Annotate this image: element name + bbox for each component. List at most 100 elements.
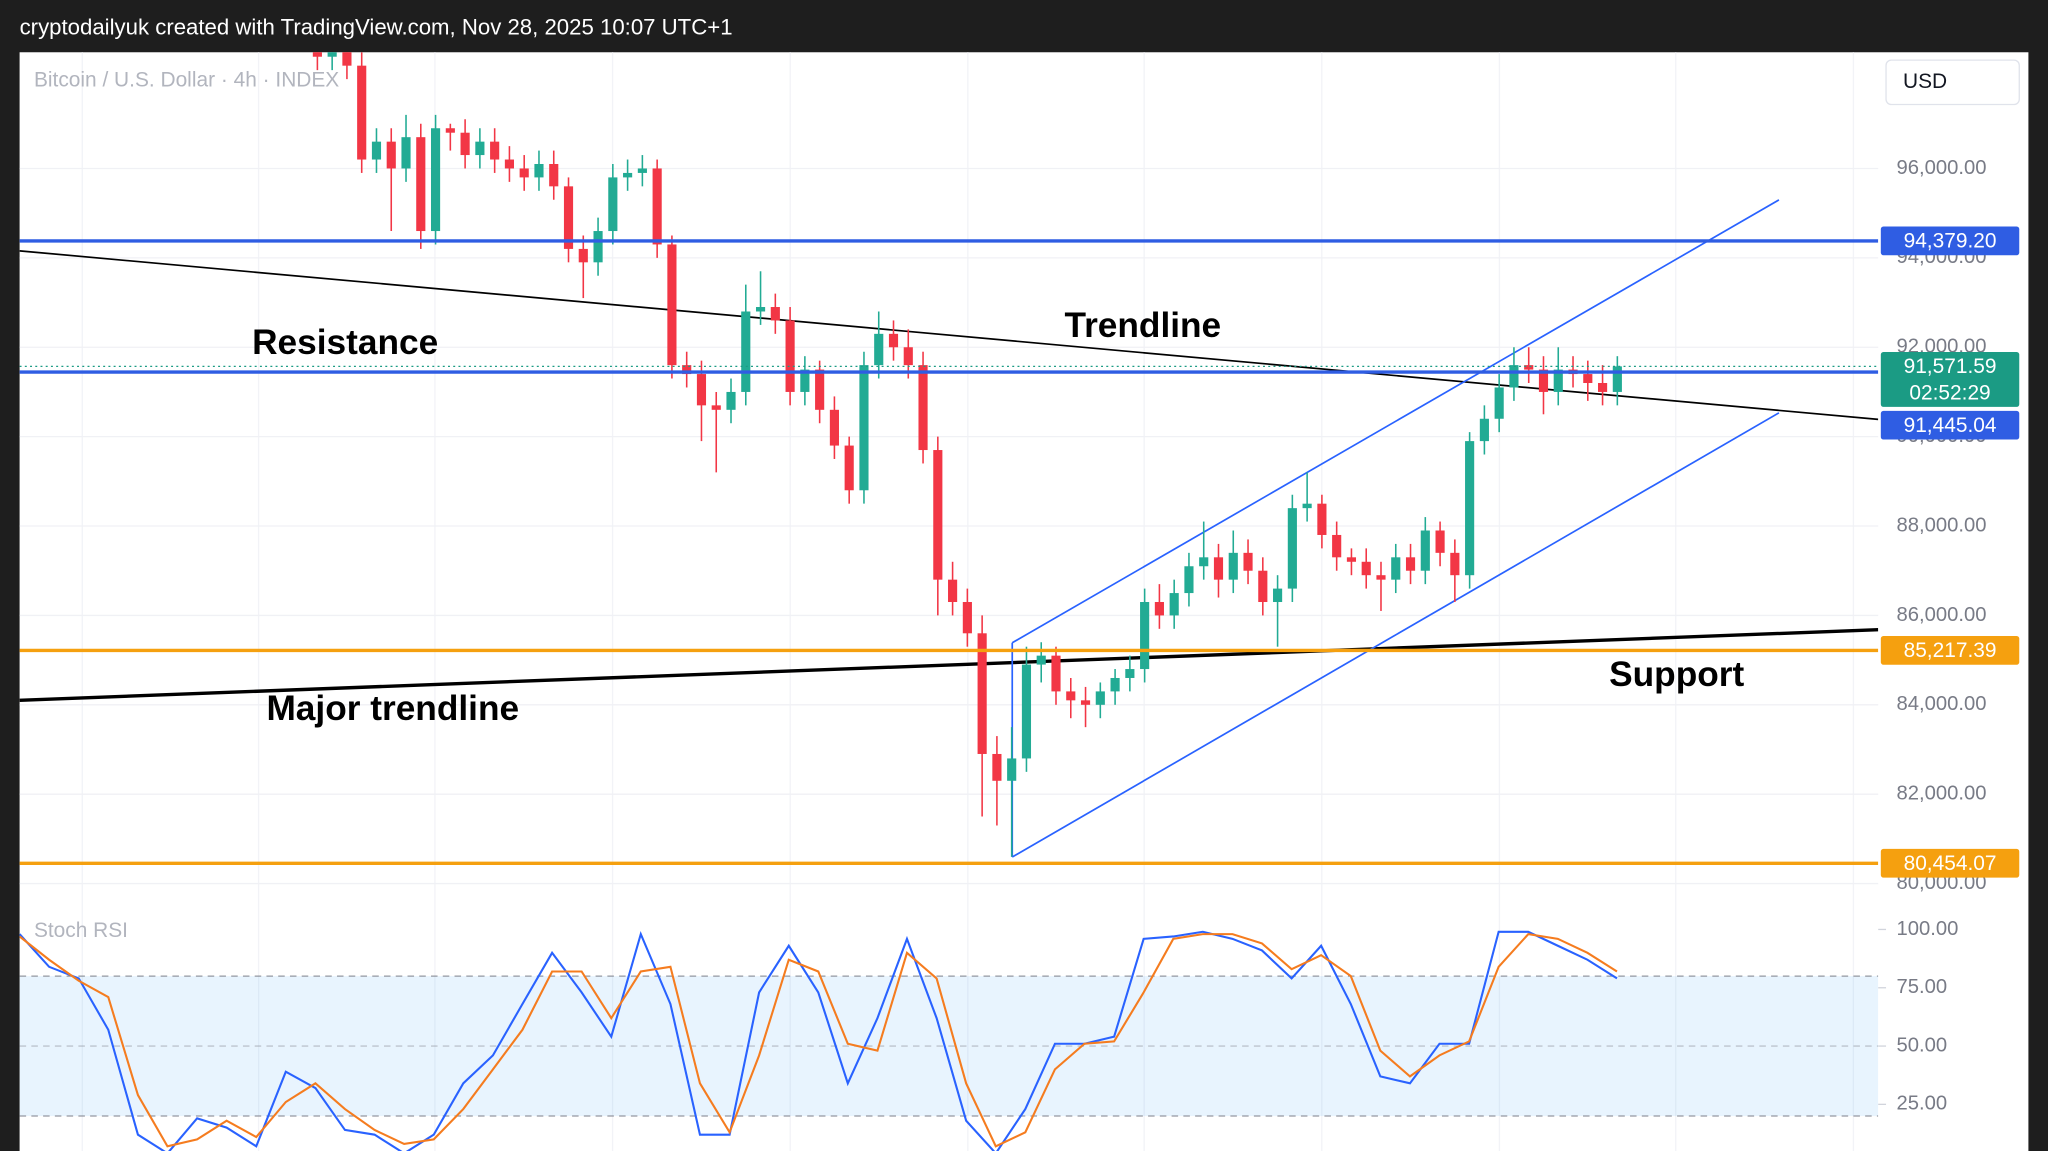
price-pane: [19, 52, 1879, 865]
candle-body: [1110, 677, 1120, 692]
candle-body: [726, 391, 736, 410]
currency-box[interactable]: [1885, 59, 2020, 106]
candle-body: [623, 172, 633, 178]
candle-body: [593, 231, 603, 263]
candle-body: [667, 244, 677, 366]
stoch-tick-label: 50.00: [1896, 1034, 1947, 1056]
candle-body: [519, 168, 529, 178]
candle-body: [1332, 534, 1342, 558]
candle-body: [711, 405, 721, 410]
candle-body: [1095, 691, 1105, 705]
candle-body: [682, 365, 692, 375]
candle-body: [475, 141, 485, 156]
candle-body: [844, 445, 854, 491]
level-label-box: [1880, 636, 2020, 665]
level-label-box: [1880, 848, 2020, 878]
candle-body: [401, 137, 411, 169]
candle-body: [933, 450, 943, 580]
last-price-box: [1880, 352, 2020, 407]
y-tick-label: 86,000.00: [1896, 604, 1986, 626]
candle-body: [1494, 387, 1504, 419]
candle-body: [1465, 441, 1475, 576]
candle-body: [770, 307, 780, 321]
candle-body: [357, 65, 367, 160]
candle-body: [445, 128, 455, 133]
candle-body: [1273, 588, 1283, 603]
y-tick-label: 96,000.00: [1896, 157, 1986, 179]
y-tick-label: 88,000.00: [1896, 514, 1986, 536]
level-label: 80,454.07: [1904, 852, 1997, 875]
candle-body: [800, 369, 810, 392]
candle-body: [1199, 557, 1209, 567]
candle-body: [1066, 691, 1076, 701]
candle-body: [888, 333, 899, 348]
candle-body: [1583, 374, 1593, 384]
candle-body: [1169, 593, 1179, 616]
candle-body: [1140, 602, 1150, 670]
candle-body: [490, 141, 500, 160]
candle-body: [815, 369, 825, 410]
chart-area: [19, 52, 2029, 1151]
candle-body: [1391, 557, 1401, 580]
candle-body: [1213, 557, 1224, 580]
y-tick-label: 84,000.00: [1896, 693, 1986, 715]
candle-body: [1420, 530, 1430, 571]
candle-body: [608, 177, 618, 232]
candle-body: [1287, 508, 1297, 589]
stoch-band: [19, 976, 1879, 1117]
annotation: Support: [1609, 655, 1744, 694]
countdown-label: 02:52:29: [1909, 381, 1990, 404]
annotation: Major trendline: [266, 689, 519, 728]
candle-body: [1051, 655, 1061, 692]
candle-body: [1036, 655, 1046, 665]
stoch-tick-label: 75.00: [1896, 976, 1947, 998]
candle-body: [504, 159, 514, 169]
candle-body: [903, 347, 913, 366]
candle-body: [962, 602, 972, 634]
candle-body: [977, 633, 987, 754]
candle-body: [1450, 552, 1460, 576]
candle-body: [1479, 418, 1489, 442]
candle-body: [1243, 552, 1253, 571]
stoch-pane: [19, 930, 1879, 1151]
candle-body: [874, 333, 884, 366]
candle-body: [741, 311, 751, 392]
candle-body: [755, 307, 766, 312]
annotation: Trendline: [1064, 306, 1221, 345]
candle-body: [1154, 602, 1164, 616]
candle-body: [1007, 758, 1017, 781]
candle-body: [948, 579, 958, 603]
stoch-line: [19, 930, 1618, 1151]
candle-body: [696, 374, 707, 406]
candle-body: [829, 409, 839, 446]
channel-lower: [1011, 412, 1780, 858]
candle-body: [563, 186, 574, 249]
candle-body: [430, 128, 441, 232]
candle-body: [1376, 575, 1386, 580]
candle-body: [1538, 369, 1549, 392]
candle-body: [578, 248, 588, 263]
candle-body: [1553, 369, 1563, 392]
currency[interactable]: USD: [1903, 70, 1947, 93]
candle-body: [1080, 700, 1091, 705]
stoch-line: [19, 933, 1618, 1148]
stoch-tick-label: 25.00: [1896, 1093, 1947, 1115]
candle-body: [386, 141, 396, 169]
channel-upper: [1011, 199, 1780, 644]
candle-body: [534, 163, 544, 178]
candle-body: [785, 320, 795, 392]
annotations: Resistance Trendline Major trendline Sup…: [252, 306, 1744, 728]
level-label: 94,379.20: [1904, 230, 1997, 253]
candle-body: [1361, 561, 1371, 576]
last-price-label: 91,571.59: [1904, 355, 1997, 378]
candle-body: [1302, 503, 1312, 509]
candle-body: [1258, 570, 1268, 603]
candle-body: [460, 132, 470, 156]
major-trendline: [19, 628, 1879, 702]
level-label: 85,217.39: [1904, 639, 1997, 662]
candle-body: [371, 141, 382, 160]
candle-body: [1435, 530, 1445, 553]
candle-body: [1184, 566, 1194, 594]
